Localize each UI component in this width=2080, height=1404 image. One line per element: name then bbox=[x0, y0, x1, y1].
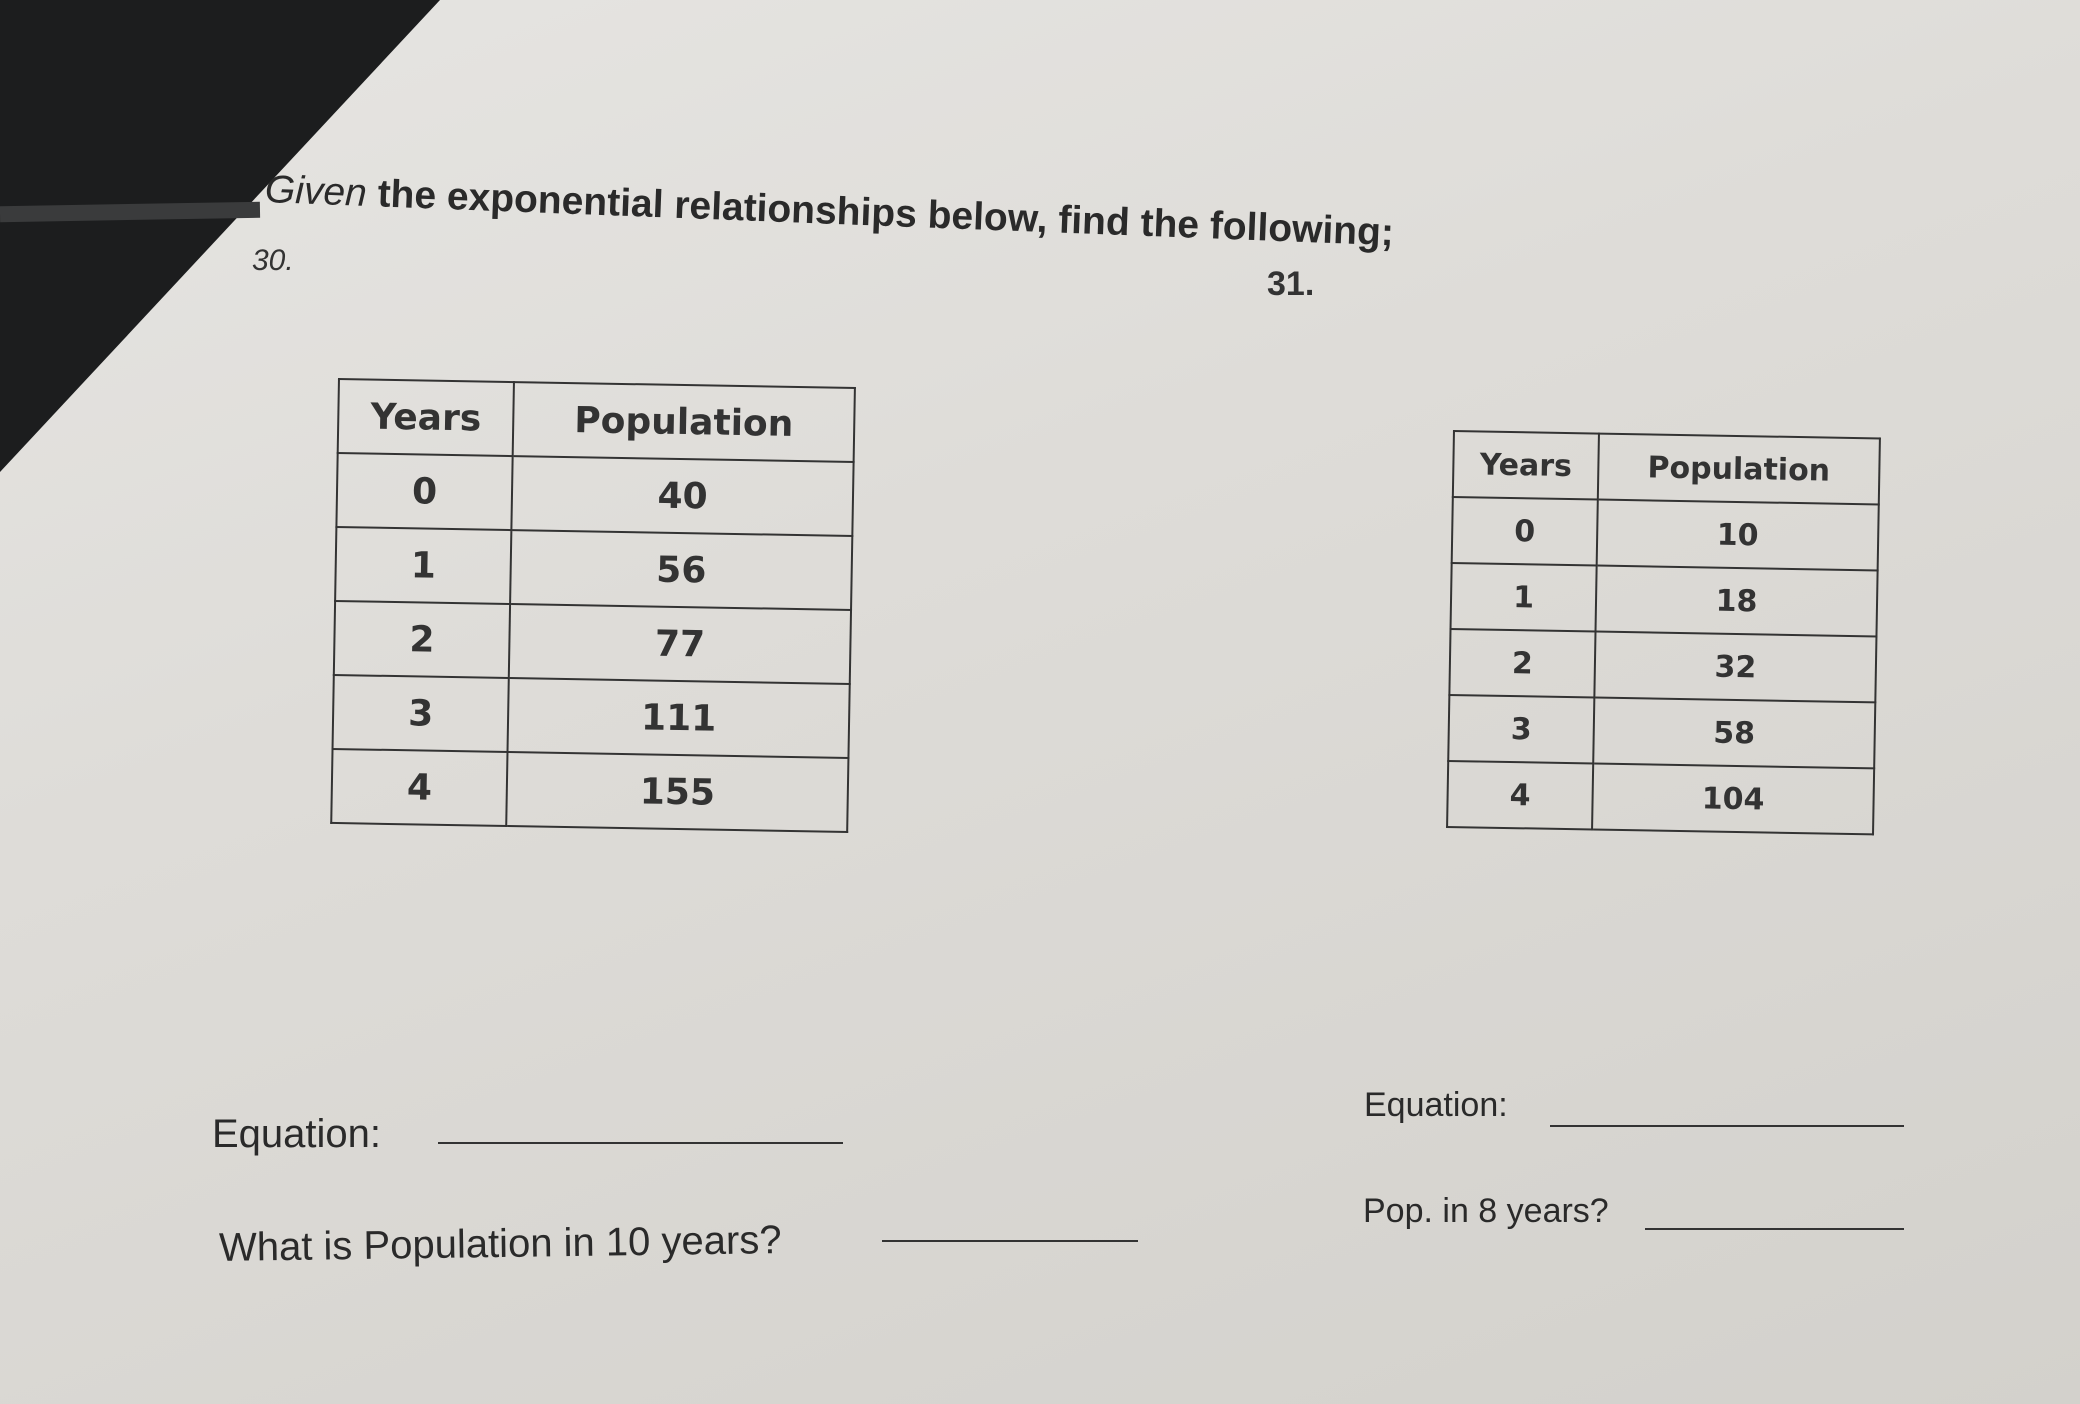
cell-years: 3 bbox=[1448, 694, 1595, 764]
cell-years: 0 bbox=[1451, 497, 1598, 566]
problem-30-table: Years Population 0 40 1 56 2 77 3 111 4 155 bbox=[330, 378, 856, 833]
table-row: 1 18 bbox=[1450, 562, 1878, 637]
problem-31-equation-blank[interactable] bbox=[1550, 1125, 1904, 1127]
table-row: 2 32 bbox=[1449, 628, 1877, 703]
cell-population: 111 bbox=[507, 678, 850, 758]
cell-years: 3 bbox=[332, 674, 509, 753]
problem-30-answer-blank[interactable] bbox=[882, 1240, 1138, 1242]
table-row: 4 155 bbox=[331, 748, 849, 832]
cell-years: 2 bbox=[1449, 628, 1596, 698]
table-header-row: Years Population bbox=[1452, 431, 1880, 505]
problem-30-equation-label: Equation: bbox=[212, 1112, 382, 1156]
header-years: Years bbox=[337, 379, 515, 457]
cell-years: 1 bbox=[335, 526, 512, 605]
cell-population: 77 bbox=[508, 604, 852, 684]
cell-population: 32 bbox=[1594, 631, 1877, 703]
cell-population: 56 bbox=[510, 530, 853, 610]
table-row: 2 77 bbox=[333, 600, 852, 684]
problem-31-question: Pop. in 8 years? bbox=[1363, 1192, 1609, 1230]
table-header-row: Years Population bbox=[337, 379, 855, 463]
cell-years: 1 bbox=[1450, 562, 1597, 632]
cell-population: 10 bbox=[1596, 499, 1879, 571]
cell-years: 4 bbox=[331, 748, 508, 827]
cell-population: 40 bbox=[511, 456, 854, 537]
cell-population: 18 bbox=[1595, 565, 1878, 637]
cell-years: 0 bbox=[336, 453, 513, 531]
cell-years: 4 bbox=[1447, 760, 1594, 830]
problem-31-number: 31. bbox=[1267, 265, 1315, 303]
problem-31-equation-label: Equation: bbox=[1364, 1086, 1508, 1124]
table-row: 3 111 bbox=[332, 674, 850, 758]
table-row: 0 40 bbox=[336, 453, 854, 537]
cell-population: 155 bbox=[506, 752, 849, 832]
problem-31-answer-blank[interactable] bbox=[1645, 1228, 1904, 1230]
cell-years: 2 bbox=[333, 600, 511, 679]
instruction-prefix: Given bbox=[264, 168, 368, 215]
cell-population: 104 bbox=[1591, 763, 1875, 835]
table-row: 3 58 bbox=[1448, 694, 1876, 769]
problem-31-table: Years Population 0 10 1 18 2 32 3 58 4 104 bbox=[1446, 430, 1881, 835]
table-row: 0 10 bbox=[1451, 497, 1879, 571]
header-population: Population bbox=[1597, 433, 1880, 505]
problem-30-equation-blank[interactable] bbox=[438, 1142, 843, 1144]
cell-population: 58 bbox=[1593, 697, 1876, 769]
header-population: Population bbox=[512, 382, 855, 463]
table-row: 1 56 bbox=[335, 526, 853, 610]
instruction-text: the exponential relationships below, fin… bbox=[376, 172, 1395, 255]
problem-30-number: 30. bbox=[252, 244, 294, 277]
instruction-heading: Given the exponential relationships belo… bbox=[264, 168, 1395, 255]
header-years: Years bbox=[1452, 431, 1599, 500]
problem-30-question: What is Population in 10 years? bbox=[218, 1218, 782, 1270]
table-row: 4 104 bbox=[1447, 760, 1875, 835]
